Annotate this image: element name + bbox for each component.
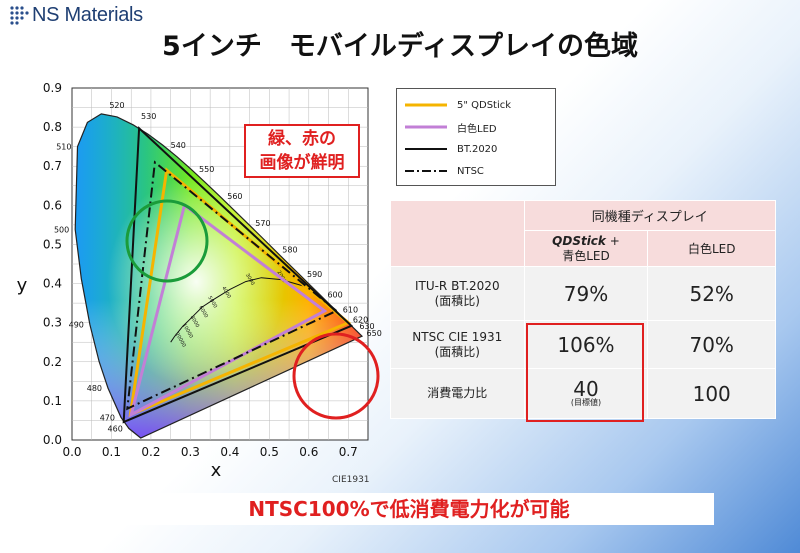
target-note: (目標値): [570, 397, 602, 407]
x-tick-label: 0.2: [141, 445, 160, 459]
y-tick-label: 0.0: [43, 433, 62, 447]
wavelength-label: 460: [108, 424, 123, 433]
comparison-table: 同機種ディスプレイ QDStick + 青色LED 白色LED ITU-R BT…: [390, 200, 777, 419]
wavelength-label: 580: [282, 246, 297, 255]
wavelength-label: 590: [307, 270, 322, 279]
wavelength-label: 560: [227, 192, 242, 201]
y-tick-label: 0.9: [43, 81, 62, 95]
highlight-box: [526, 323, 644, 422]
wavelength-label: 490: [69, 321, 84, 330]
legend-label: NTSC: [457, 165, 484, 177]
wavelength-label: 500: [54, 225, 69, 234]
dot-grid-logo-icon: [10, 5, 29, 25]
x-tick-label: 0.7: [339, 445, 358, 459]
legend-item-qdstick: 5" QDStick: [405, 97, 511, 113]
y-tick-label: 0.4: [43, 277, 62, 291]
wavelength-label: 480: [87, 384, 102, 393]
y-tick-label: 0.1: [43, 394, 62, 408]
x-tick-label: 0.6: [299, 445, 318, 459]
y-tick-label: 0.6: [43, 198, 62, 212]
col-header-bold: QDStick: [552, 233, 606, 248]
gamut-triangle: [122, 126, 354, 424]
col-header-qdstick: QDStick + 青色LED: [523, 230, 649, 267]
legend-label: 白色LED: [457, 123, 497, 135]
legend-label: 5" QDStick: [457, 99, 512, 111]
planckian-locus: [170, 277, 309, 343]
cct-label: 8000: [189, 315, 201, 329]
col-header-white-led: 白色LED: [647, 230, 776, 267]
table-corner: [390, 200, 525, 267]
cell-value: 52%: [647, 266, 776, 321]
cct-label: 5000: [206, 295, 218, 309]
y-axis-label: y: [17, 275, 28, 296]
row-label: NTSC CIE 1931 (面積比): [390, 320, 525, 369]
x-tick-label: 0.4: [220, 445, 239, 459]
x-tick-label: 0.3: [181, 445, 200, 459]
page-title: 5インチ モバイルディスプレイの色域: [162, 31, 638, 62]
x-tick-label: 0.0: [62, 445, 81, 459]
cell-value: 106%: [523, 320, 649, 369]
cell-value: 40 (目標値): [523, 368, 649, 419]
cct-label: 3000: [244, 273, 256, 287]
table-row: 消費電力比 40 (目標値) 100: [390, 368, 776, 419]
callout-line-2: 画像が鮮明: [259, 153, 345, 173]
y-tick-label: 0.5: [43, 237, 62, 251]
group-header: 同機種ディスプレイ: [523, 200, 777, 231]
table-row: ITU-R BT.2020 (面積比) 79% 52%: [390, 266, 776, 321]
gamut-triangle: [128, 202, 328, 418]
wavelength-label: 530: [141, 112, 156, 121]
wavelength-label: 650: [367, 329, 382, 338]
col-header-plus: +: [605, 233, 620, 248]
y-tick-labels: 0.0 0.1 0.2 0.3 0.4 0.5 0.6 0.7 0.8 0.9: [43, 81, 62, 447]
cell-value: 70%: [647, 320, 776, 369]
y-tick-label: 0.2: [43, 355, 62, 369]
legend-item-bt2020: BT.2020: [405, 141, 497, 157]
wavelength-label: 510: [56, 143, 71, 152]
callout-box: 緑、赤の 画像が鮮明: [244, 124, 360, 178]
y-tick-label: 0.8: [43, 120, 62, 134]
legend-item-white-led: 白色LED: [405, 119, 497, 135]
spectral-locus: [74, 113, 364, 439]
wavelength-label: 550: [199, 165, 214, 174]
col-header-line2: 青色LED: [562, 248, 610, 263]
wavelength-label: 620: [353, 315, 368, 324]
wavelength-label: 630: [359, 322, 374, 331]
logo-text: NS Materials: [32, 4, 143, 26]
legend-item-ntsc: NTSC: [405, 163, 484, 179]
conclusion-banner: NTSC100%で低消費電力化が可能: [104, 493, 714, 525]
cell-value: 100: [647, 368, 776, 419]
wavelength-labels: 460 470 480 490 500 510 520 530 540 550 560 570 580 5…: [54, 101, 382, 433]
red-highlight-circle: [292, 332, 380, 420]
chart-legend: 5" QDStick 白色LED BT.2020 NTSC: [396, 88, 556, 186]
table-row: NTSC CIE 1931 (面積比) 106% 70%: [390, 320, 776, 369]
x-tick-label: 0.5: [260, 445, 279, 459]
wavelength-label: 570: [255, 219, 270, 228]
cie-annotation: CIE1931: [332, 475, 370, 485]
row-label: ITU-R BT.2020 (面積比): [390, 266, 525, 321]
cct-label: 6000: [197, 305, 209, 319]
x-axis-label: x: [211, 460, 222, 481]
callout-line-1: 緑、赤の: [268, 129, 336, 149]
wavelength-label: 470: [100, 413, 115, 422]
logo: NS Materials: [8, 4, 143, 27]
cct-label: 4000: [220, 285, 232, 299]
green-highlight-circle: [125, 199, 209, 283]
y-tick-label: 0.7: [43, 159, 62, 173]
x-tick-labels: 0.0 0.1 0.2 0.3 0.4 0.5 0.6 0.7: [62, 445, 357, 459]
legend-label: BT.2020: [457, 143, 498, 155]
wavelength-label: 540: [171, 141, 186, 150]
gamut-triangles: [122, 126, 354, 424]
row-label: 消費電力比: [390, 368, 525, 419]
y-tick-label: 0.3: [43, 316, 62, 330]
cell-value: 79%: [523, 266, 649, 321]
wavelength-label: 600: [327, 290, 342, 299]
wavelength-label: 610: [343, 305, 358, 314]
x-tick-label: 0.1: [102, 445, 121, 459]
wavelength-label: 520: [109, 101, 124, 110]
